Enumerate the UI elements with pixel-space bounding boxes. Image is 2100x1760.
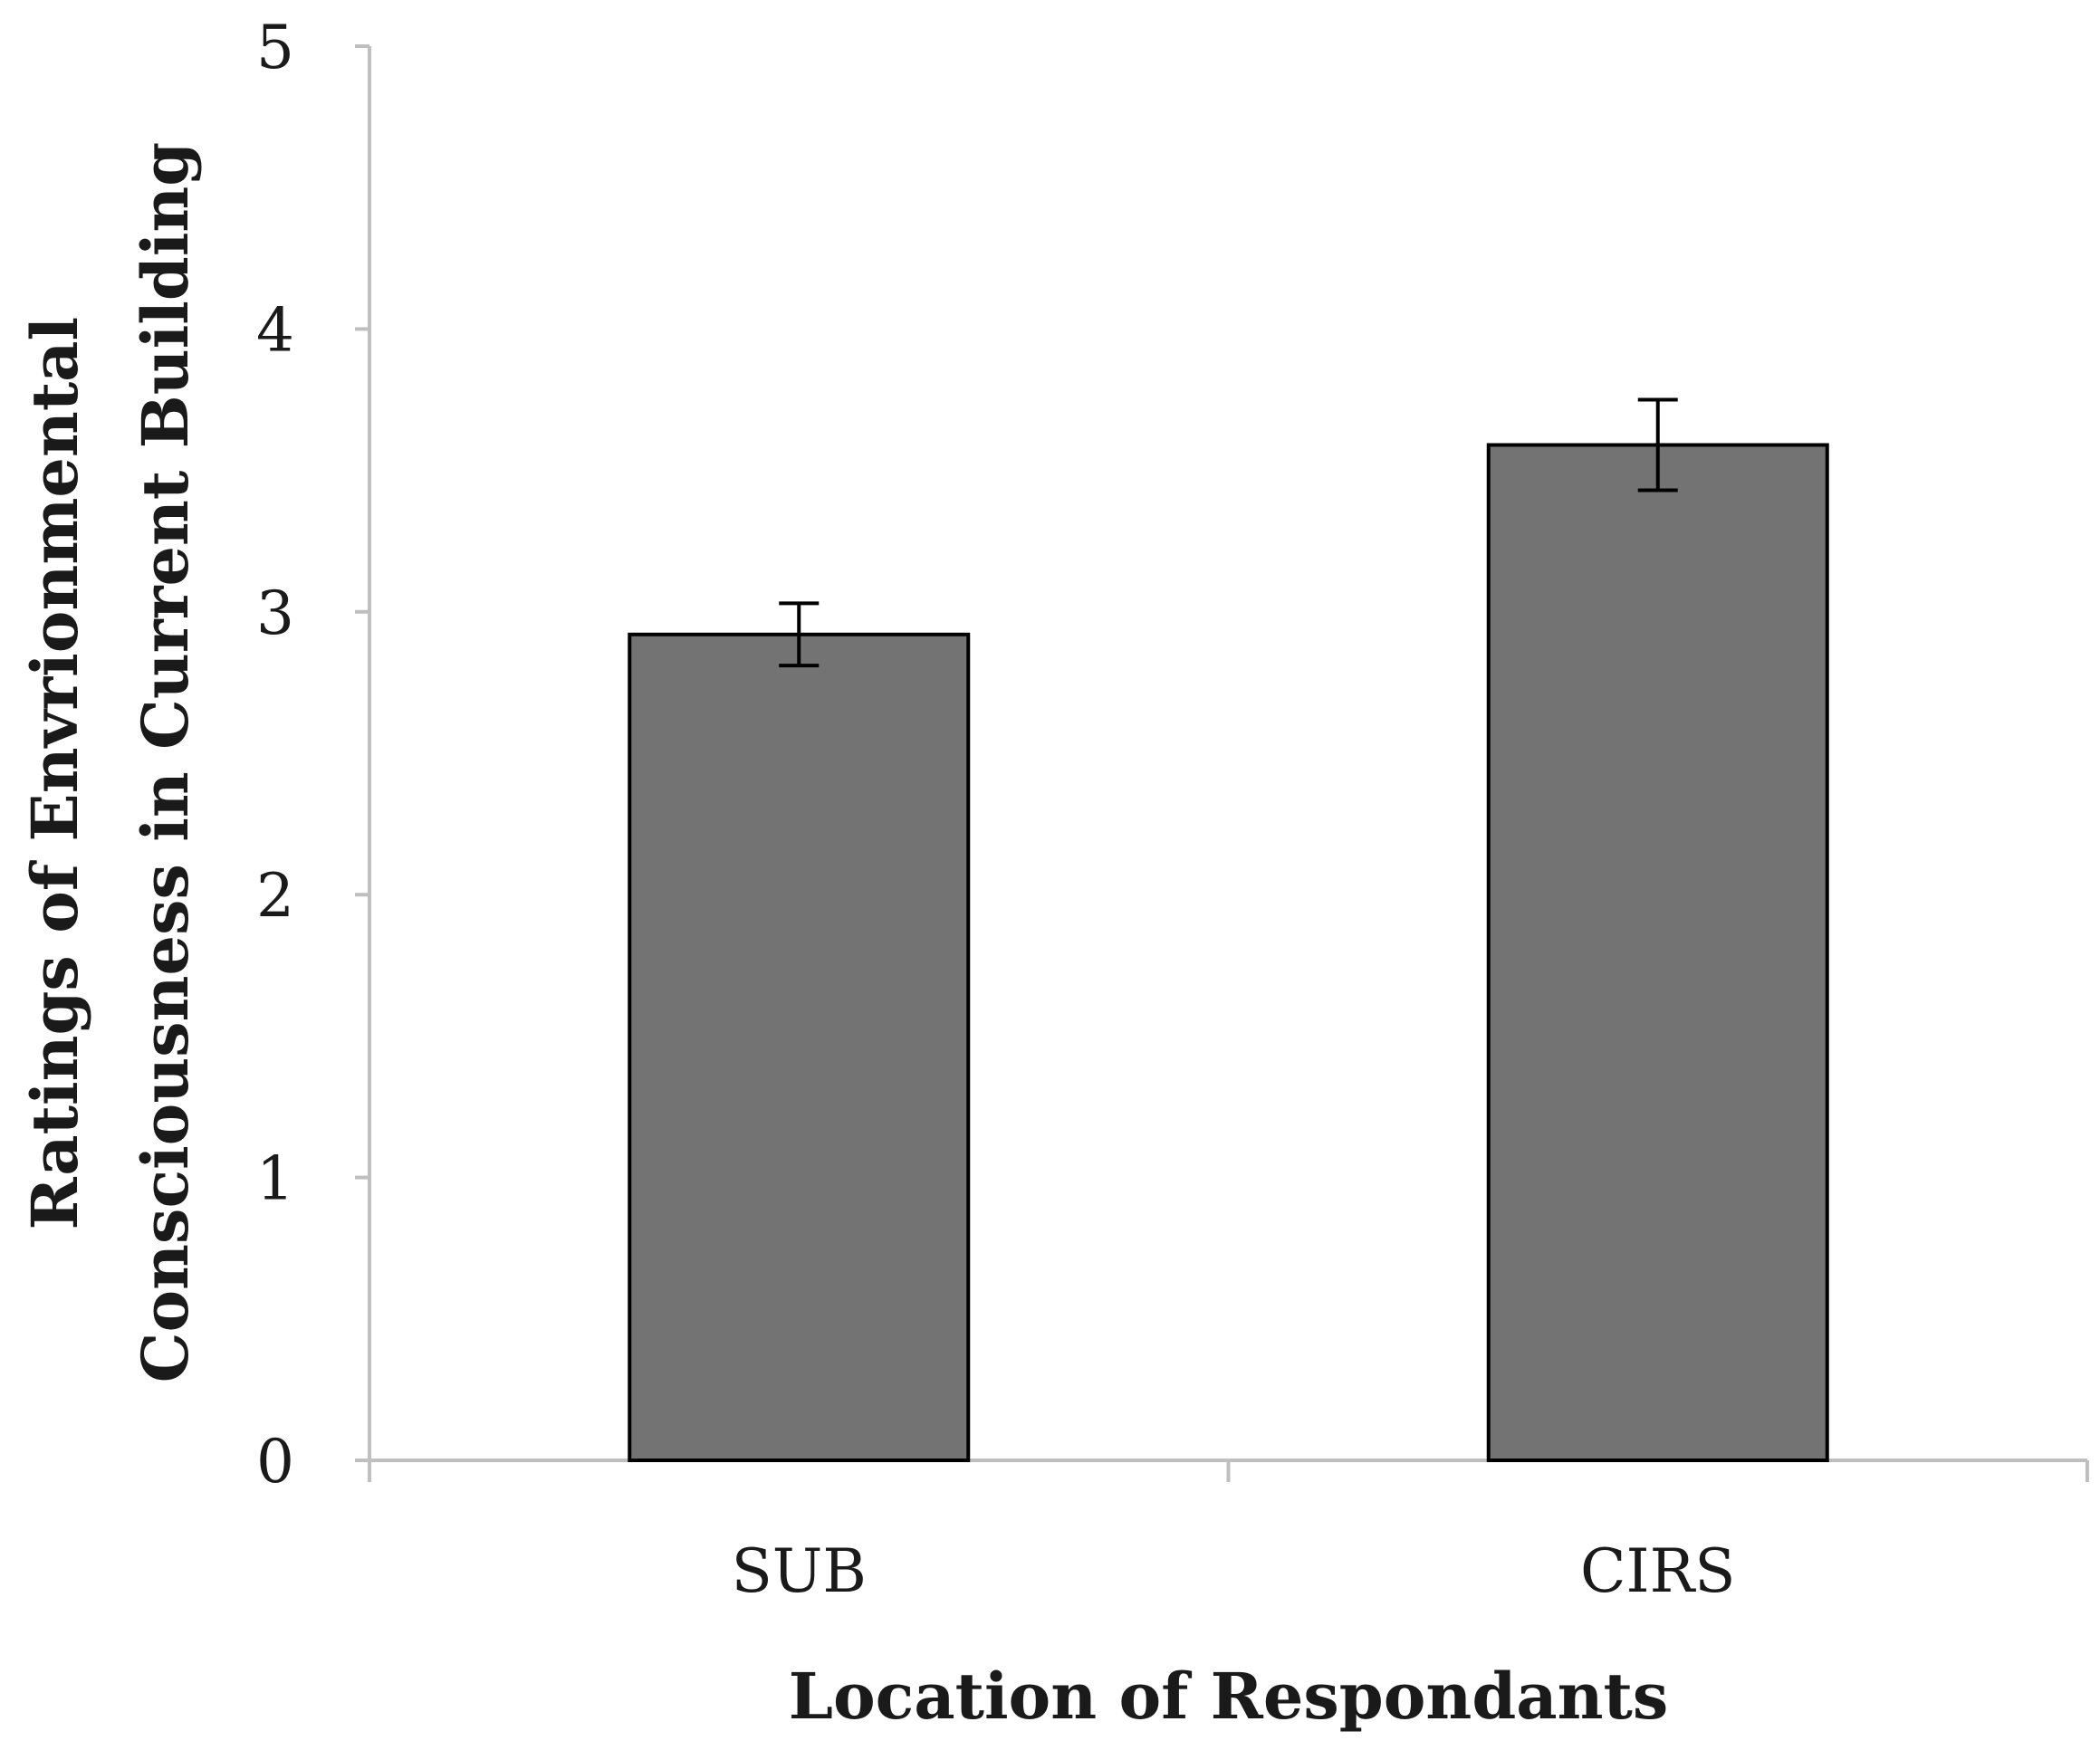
x-axis-title: Location of Respondants (789, 1659, 1669, 1734)
y-tick-label: 2 (256, 861, 294, 931)
y-tick-label: 1 (256, 1144, 294, 1214)
y-axis-title-line-1: Ratings of Envrionmental (17, 317, 92, 1230)
x-tick-label: SUB (732, 1536, 867, 1606)
x-tick-label: CIRS (1580, 1536, 1735, 1606)
error-bars (779, 397, 1678, 668)
bar-cirs (1486, 443, 1829, 1462)
bar-sub (628, 632, 971, 1462)
y-tick-label: 3 (256, 579, 294, 648)
y-axis-title-line-2: Consciousness in Current Building (128, 142, 203, 1383)
y-axis: 0 1 2 3 4 5 (256, 13, 371, 1497)
x-axis: SUB CIRS (368, 1459, 2089, 1606)
y-tick-label: 0 (256, 1427, 294, 1497)
bars (628, 443, 1829, 1462)
y-tick-label: 4 (256, 295, 294, 365)
y-axis-title: Ratings of Envrionmental Consciousness i… (17, 142, 203, 1383)
y-tick-label: 5 (256, 13, 294, 82)
